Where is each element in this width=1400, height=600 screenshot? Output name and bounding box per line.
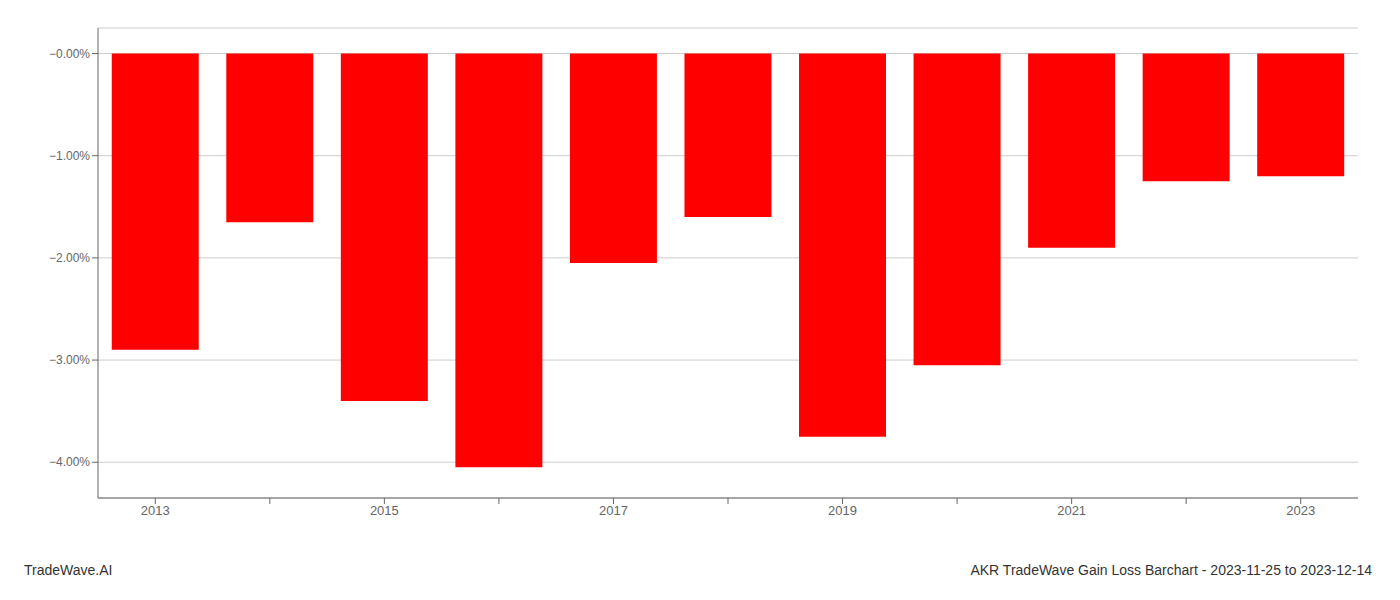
svg-text:2015: 2015 [370, 503, 399, 518]
svg-text:−0.00%: −0.00% [49, 47, 90, 61]
svg-text:2013: 2013 [141, 503, 170, 518]
svg-text:2023: 2023 [1286, 503, 1315, 518]
svg-text:−1.00%: −1.00% [49, 149, 90, 163]
html-text:AKR TradeWave Gain Loss Barcha: AKR TradeWave Gain Loss Barchart - 2023-… [970, 562, 1372, 578]
svg-text:2019: 2019 [828, 503, 857, 518]
svg-text:−4.00%: −4.00% [49, 455, 90, 469]
html-text:TradeWave.AI: TradeWave.AI [24, 562, 113, 578]
svg-text:2021: 2021 [1057, 503, 1086, 518]
svg-text:−3.00%: −3.00% [49, 353, 90, 367]
svg-text:2017: 2017 [599, 503, 628, 518]
svg-text:−2.00%: −2.00% [49, 251, 90, 265]
